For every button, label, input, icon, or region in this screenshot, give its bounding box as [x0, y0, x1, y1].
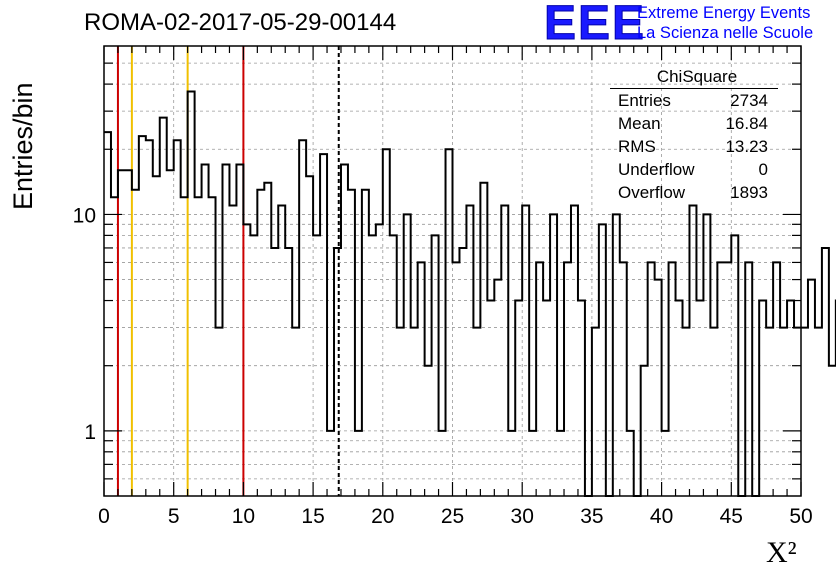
stat-value: 0	[758, 160, 768, 179]
y-tick-label: 10	[73, 204, 96, 227]
stat-name: Entries	[618, 91, 671, 110]
stats-box: ChiSquare Entries 2734 Mean 16.84 RMS 13…	[610, 66, 778, 204]
eee-logo: EEE Extreme Energy Events La Scienza nel…	[540, 0, 836, 51]
x-tick-label: 0	[98, 505, 110, 528]
logo-line-1: Extreme Energy Events	[637, 4, 811, 22]
y-tick-label: 1	[84, 421, 96, 444]
stat-row-underflow: Underflow 0	[610, 158, 778, 181]
stat-name: Overflow	[618, 183, 686, 202]
stat-value: 13.23	[725, 137, 768, 156]
stat-row-entries: Entries 2734	[610, 89, 778, 112]
x-tick-label: 45	[720, 505, 743, 528]
x-tick-label: 15	[301, 505, 324, 528]
histogram-line	[104, 90, 836, 497]
stat-row-mean: Mean 16.84	[610, 112, 778, 135]
x-tick-label: 10	[232, 505, 255, 528]
stat-value: 16.84	[725, 114, 768, 133]
stat-name: RMS	[618, 137, 656, 156]
x-tick-label: 30	[511, 505, 534, 528]
x-axis-label: X²	[766, 536, 797, 569]
stat-name: Mean	[618, 114, 661, 133]
eee-logo-mark: EEE	[543, 0, 647, 51]
x-tick-label: 40	[650, 505, 673, 528]
stats-title: ChiSquare	[610, 66, 778, 89]
stat-value: 1893	[730, 183, 768, 202]
x-tick-label: 25	[441, 505, 464, 528]
stat-row-overflow: Overflow 1893	[610, 181, 778, 204]
stat-name: Underflow	[618, 160, 695, 179]
x-tick-label: 5	[168, 505, 180, 528]
stat-value: 2734	[730, 91, 768, 110]
stat-row-rms: RMS 13.23	[610, 135, 778, 158]
chart-title: ROMA-02-2017-05-29-00144	[84, 9, 397, 36]
y-axis-label: Entries/bin	[8, 82, 38, 210]
x-tick-label: 20	[371, 505, 394, 528]
x-tick-label: 50	[789, 505, 812, 528]
x-tick-label: 35	[580, 505, 603, 528]
logo-line-2: La Scienza nelle Scuole	[637, 24, 814, 42]
